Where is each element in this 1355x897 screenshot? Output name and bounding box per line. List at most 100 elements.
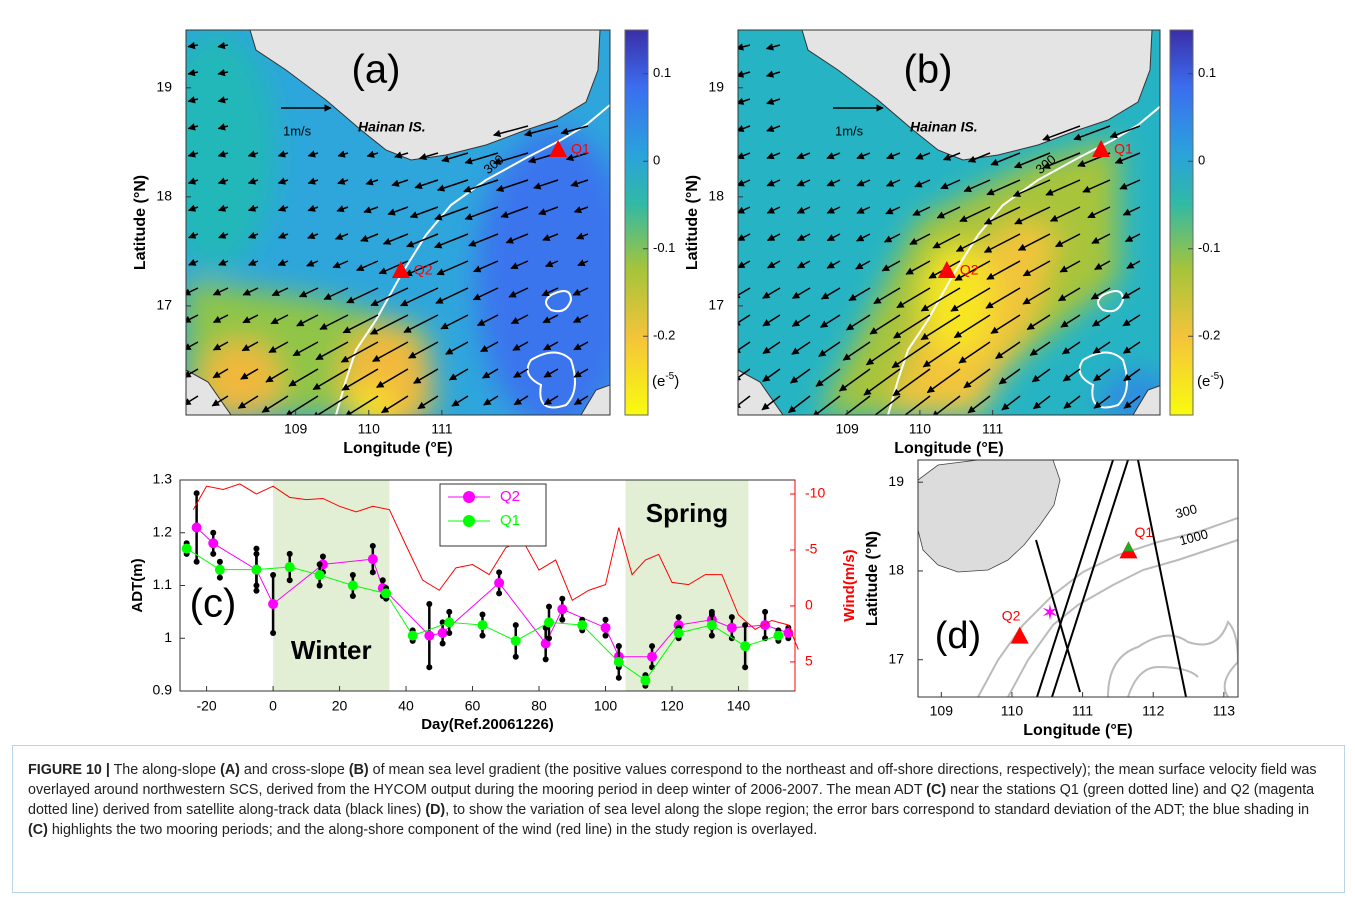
data-point	[251, 564, 262, 575]
x-tick-label: 109	[930, 703, 954, 719]
y-tick-label: 18	[708, 188, 724, 204]
velocity-arrow	[468, 233, 499, 247]
error-cap	[496, 590, 503, 597]
data-point	[424, 630, 435, 641]
velocity-arrow	[542, 314, 559, 324]
error-cap	[479, 611, 486, 618]
velocity-arrow	[796, 233, 811, 242]
error-cap	[546, 603, 552, 610]
velocity-arrow	[766, 125, 781, 133]
colorbar-unit: (e-5)	[1197, 371, 1224, 390]
y2-tick-label: 0	[805, 597, 813, 613]
land	[801, 30, 1153, 161]
velocity-arrow	[212, 368, 229, 379]
data-point	[706, 620, 717, 631]
velocity-arrow	[856, 206, 871, 214]
velocity-arrow	[306, 259, 319, 267]
station-marker	[1092, 139, 1111, 157]
data-point	[367, 554, 378, 565]
error-cap	[316, 561, 323, 568]
star-marker: ✶	[1041, 600, 1059, 625]
velocity-arrow	[247, 177, 259, 185]
velocity-arrow	[187, 68, 199, 77]
series-line	[196, 527, 789, 658]
velocity-arrow	[323, 287, 349, 300]
velocity-arrow	[391, 179, 409, 187]
velocity-arrow	[766, 233, 781, 242]
velocity-arrow	[855, 260, 871, 270]
velocity-arrow	[896, 287, 931, 309]
colorbar-unit-part: (e	[652, 373, 665, 390]
period-label: Spring	[646, 498, 728, 528]
velocity-arrow	[451, 395, 469, 407]
map-frame	[185, 29, 611, 416]
isobath-label: 300	[1174, 501, 1199, 521]
legend-box	[439, 483, 547, 547]
velocity-arrow	[472, 287, 499, 301]
isobath-blob	[1078, 290, 1128, 409]
period-shading	[273, 480, 390, 691]
error-cap	[559, 595, 566, 602]
figure: 1m/s Hainan IS.300(a) 0.10-0.1-0.2(e-5)Q1Q…	[129, 29, 1239, 739]
station-marker	[937, 261, 956, 279]
velocity-arrow	[512, 341, 529, 351]
velocity-arrow	[950, 287, 991, 312]
velocity-arrow	[187, 204, 199, 212]
velocity-arrow	[277, 231, 289, 239]
velocity-arrow	[790, 368, 811, 384]
panel-label: (b)	[904, 48, 953, 92]
velocity-arrow	[819, 314, 841, 328]
velocity-arrow	[891, 341, 931, 369]
x-tick-label: 110	[909, 421, 932, 437]
velocity-arrow	[247, 204, 259, 212]
velocity-arrow	[953, 314, 991, 339]
velocity-arrow	[476, 314, 499, 327]
velocity-arrow	[493, 152, 529, 165]
velocity-arrow	[886, 152, 901, 160]
colorbar-unit-part: )	[1219, 373, 1224, 390]
legend-label: Q1	[500, 512, 520, 529]
caption-bold: (C)	[28, 822, 48, 838]
velocity-arrow	[1060, 314, 1081, 328]
velocity-arrow	[413, 368, 439, 384]
velocity-arrow	[218, 258, 229, 266]
caption-bold: (B)	[348, 762, 369, 778]
data-point	[544, 617, 554, 628]
velocity-arrow	[883, 233, 901, 243]
data-point	[510, 635, 521, 646]
error-cap	[270, 571, 277, 578]
velocity-arrow	[464, 206, 499, 221]
velocity-arrow	[545, 260, 559, 268]
station-label: Q1	[571, 141, 590, 157]
station-label: Q1	[1135, 524, 1154, 540]
velocity-arrow	[791, 287, 811, 300]
velocity-arrow	[212, 341, 229, 351]
velocity-arrow	[905, 260, 931, 275]
error-cap	[546, 635, 552, 642]
error-cap	[446, 629, 453, 636]
velocity-arrow	[307, 232, 319, 240]
velocity-arrow	[766, 97, 781, 105]
velocity-arrow	[812, 395, 841, 415]
data-point	[181, 543, 192, 554]
error-cap	[446, 608, 453, 615]
velocity-arrow	[277, 177, 289, 185]
data-point	[347, 580, 358, 591]
velocity-arrow	[188, 231, 199, 239]
velocity-arrow	[874, 395, 901, 415]
x-tick-label: 120	[660, 698, 684, 714]
velocity-arrow	[954, 260, 991, 281]
data-point	[726, 622, 737, 633]
x-tick-label: 80	[531, 698, 547, 714]
x-tick-label: 111	[982, 421, 1003, 437]
map-frame	[737, 29, 1161, 416]
land	[580, 384, 610, 415]
velocity-arrow	[796, 260, 811, 269]
velocity-arrow	[738, 233, 751, 242]
y-tick-label: 1.1	[153, 576, 173, 592]
data-point	[577, 620, 588, 631]
velocity-arrow	[1062, 368, 1081, 382]
velocity-arrow	[370, 287, 409, 307]
data-point	[437, 627, 448, 638]
velocity-arrow	[893, 314, 931, 339]
